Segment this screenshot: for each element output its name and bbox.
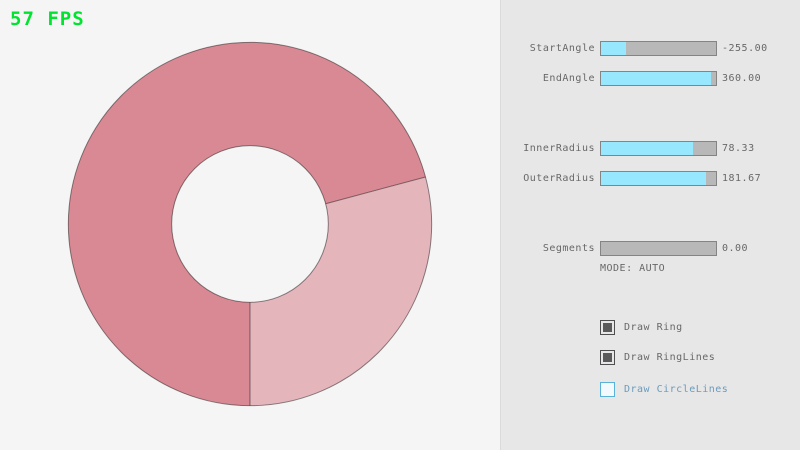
segments-value: 0.00 [722,243,749,254]
draw-ringlines-checkbox[interactable]: Draw RingLines [600,349,715,365]
checkbox-checkmark [603,322,612,332]
slider-fill [601,72,712,85]
end-angle-value: 360.00 [722,73,762,84]
start-angle-label: StartAngle [529,43,595,54]
start-angle-value: -255.00 [722,43,768,54]
inner-radius-slider[interactable] [600,141,717,156]
slider-fill [601,42,627,55]
start-angle-slider[interactable] [600,41,717,56]
slider-fill [601,142,693,155]
segments-label: Segments [542,243,595,254]
end-angle-slider[interactable] [600,71,717,86]
checkbox-box-unchecked[interactable] [600,381,615,397]
checkbox-checkmark [603,352,612,362]
draw-ring-checkbox[interactable]: Draw Ring [600,319,683,335]
draw-circlelines-label: Draw CircleLines [624,383,729,395]
draw-ringlines-label: Draw RingLines [624,351,716,363]
ring-drawing [67,41,433,407]
fps-counter: 57 FPS [10,8,85,30]
inner-radius-label: InnerRadius [523,143,595,154]
outer-radius-value: 181.67 [722,173,762,184]
outer-radius-label: OuterRadius [523,173,595,184]
draw-circlelines-checkbox[interactable]: Draw CircleLines [600,381,728,397]
checkbox-box-checked[interactable] [600,319,615,335]
slider-fill [601,172,706,185]
outer-radius-slider[interactable] [600,171,717,186]
segments-slider[interactable] [600,241,717,256]
end-angle-label: EndAngle [542,73,595,84]
mode-indicator: MODE: AUTO [600,263,666,274]
checkbox-box-checked[interactable] [600,349,615,365]
draw-ring-label: Draw Ring [624,321,683,333]
inner-radius-value: 78.33 [722,143,755,154]
